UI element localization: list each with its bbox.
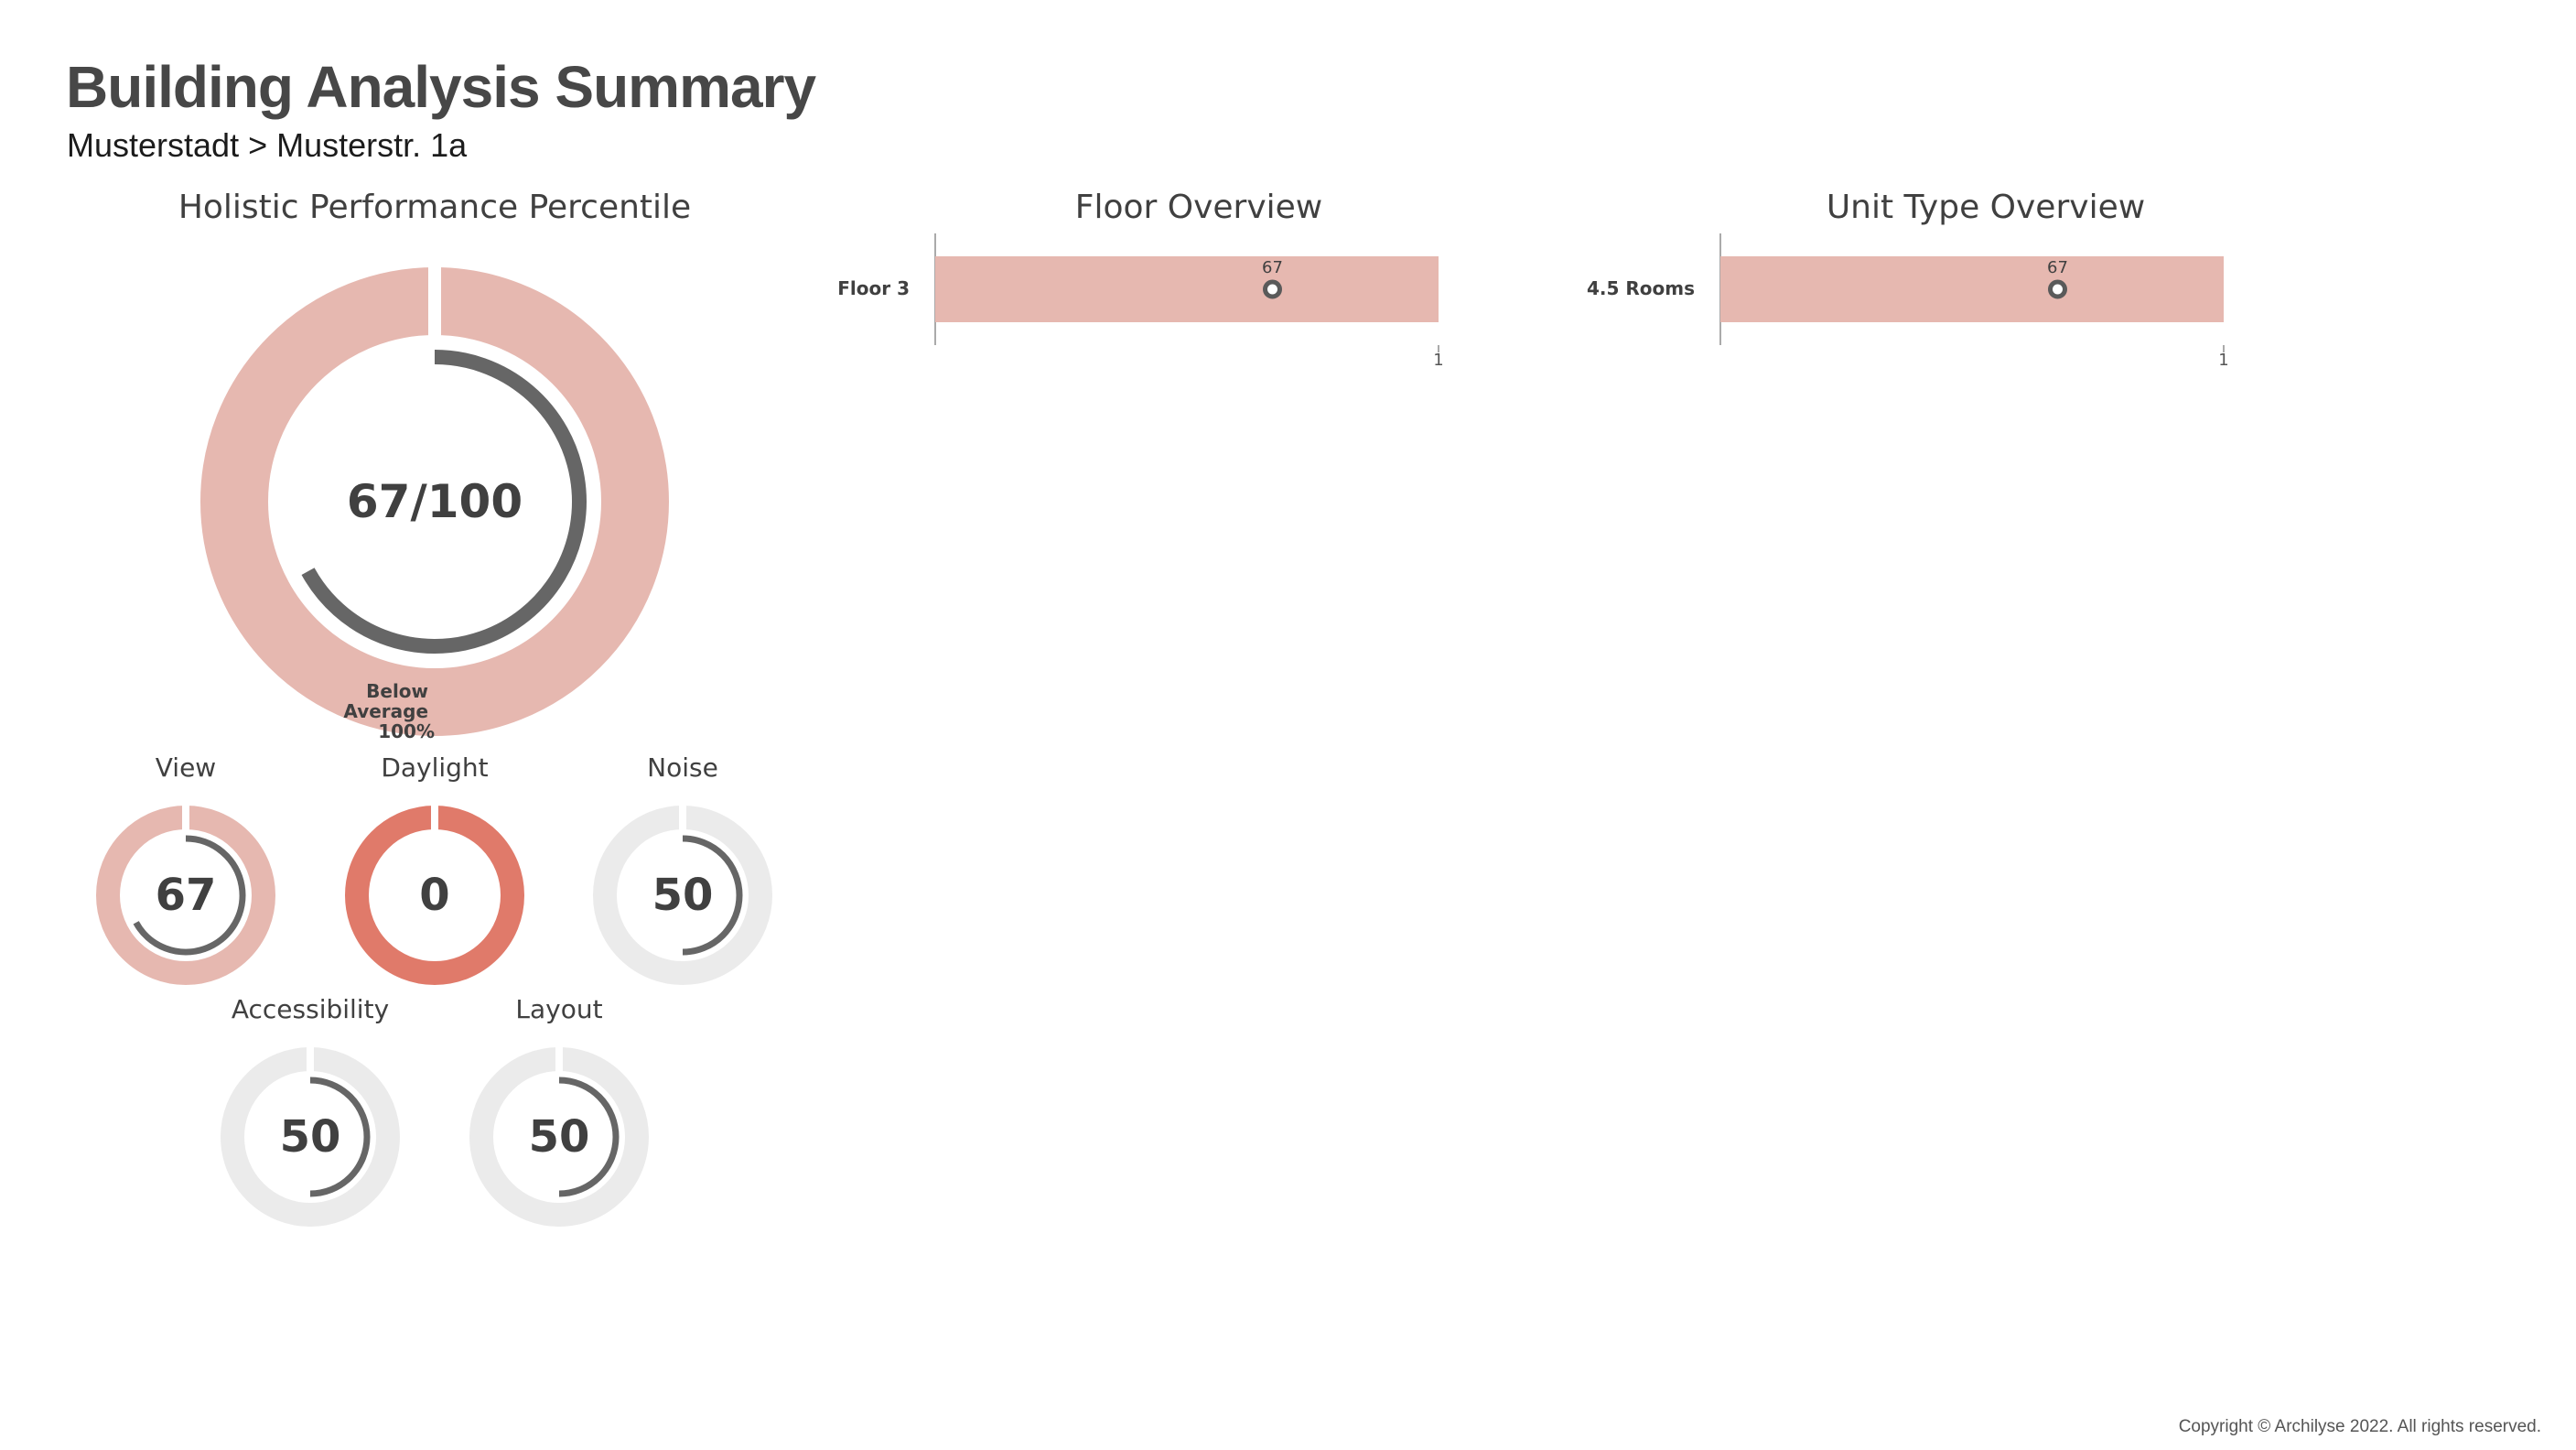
gauge-title: Daylight <box>381 752 488 783</box>
holistic-performance-gauge: Holistic Performance Percentile 67/100 B… <box>178 189 691 742</box>
gauge-value-label: 67 <box>156 870 217 921</box>
category-gauge: Accessibility 50 <box>221 994 400 1227</box>
bars-group: 4.5 Rooms 67 1 <box>1587 233 2229 370</box>
gauge-band-gap <box>555 1044 563 1075</box>
category-label: 4.5 Rooms <box>1587 277 1695 299</box>
gauge-value-arc <box>301 350 587 654</box>
gauge-band-label-line: 100% <box>378 720 435 742</box>
breadcrumb: Musterstadt > Musterstr. 1a <box>67 126 468 164</box>
value-marker <box>2048 279 2067 299</box>
gauge-value-label: 67/100 <box>347 475 523 528</box>
x-tick-label: 1 <box>1433 351 1443 370</box>
floor-overview-chart: Floor Overview Floor 3 67 1 <box>837 189 1444 370</box>
gauge-value-label: 50 <box>652 870 714 921</box>
gauge-value-arc <box>309 1077 371 1197</box>
gauge-band-gap <box>431 802 438 833</box>
category-gauge: Layout 50 <box>469 994 649 1227</box>
chart-title: Floor Overview <box>1075 189 1323 226</box>
value-label: 67 <box>2047 258 2068 277</box>
bars-group: Floor 3 67 1 <box>837 233 1444 370</box>
category-label: Floor 3 <box>837 277 910 299</box>
gauge-band-label-line: Below <box>366 680 428 702</box>
gauge-value-arc <box>682 835 743 956</box>
unit-type-overview-chart: Unit Type Overview 4.5 Rooms 67 1 <box>1587 189 2229 370</box>
gauge-value-label: 50 <box>529 1111 590 1163</box>
gauge-band-gap <box>679 802 686 833</box>
gauge-title: View <box>156 752 216 783</box>
gauge-value-arc <box>133 835 246 956</box>
gauge-band-gap <box>307 1044 314 1075</box>
gauge-value-label: 0 <box>419 870 449 921</box>
chart-title: Unit Type Overview <box>1827 189 2145 226</box>
gauge-value-arc <box>558 1077 620 1197</box>
page-title: Building Analysis Summary <box>66 54 816 120</box>
gauge-title: Holistic Performance Percentile <box>178 189 691 226</box>
gauge-title: Layout <box>515 994 602 1024</box>
value-marker <box>1263 279 1282 299</box>
gauge-band-gap <box>428 266 441 340</box>
category-gauge: Daylight 0 <box>345 752 524 985</box>
category-gauge: View 67 <box>96 752 275 985</box>
bar <box>935 256 1439 322</box>
x-tick-label: 1 <box>2218 351 2228 370</box>
gauge-band-label-line: Average <box>343 700 428 722</box>
gauge-title: Noise <box>647 752 718 783</box>
gauge-title: Accessibility <box>232 994 389 1024</box>
value-label: 67 <box>1262 258 1283 277</box>
gauge-band-label: Below Average 100% <box>343 680 435 742</box>
gauge-value-label: 50 <box>280 1111 341 1163</box>
category-gauge: Noise 50 <box>593 752 772 985</box>
bar <box>1720 256 2224 322</box>
gauge-band-gap <box>182 802 189 833</box>
copyright: Copyright © Archilyse 2022. All rights r… <box>2178 1417 2541 1436</box>
